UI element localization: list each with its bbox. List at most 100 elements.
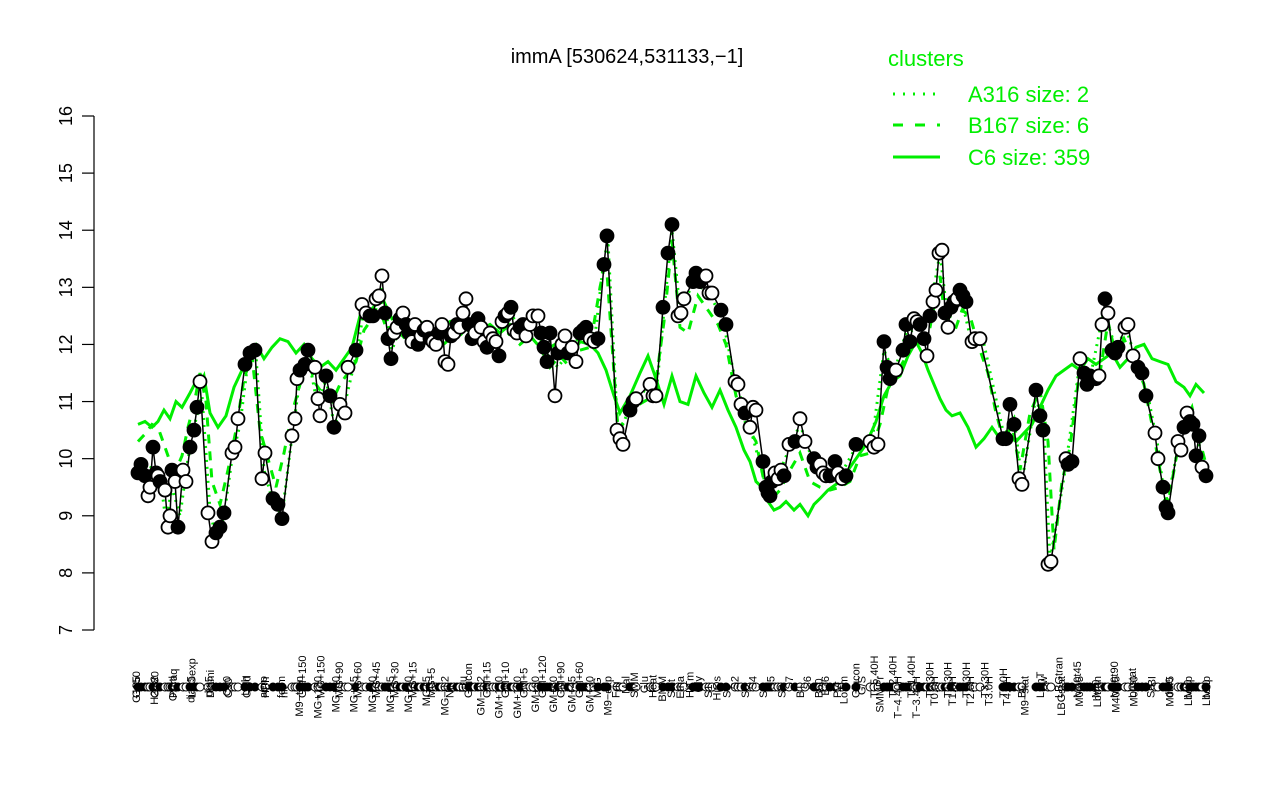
data-point	[1006, 416, 1022, 432]
data-point	[797, 434, 813, 449]
x-tick-label-top: BMM	[657, 676, 669, 702]
x-tick-label-top: S6	[802, 676, 814, 689]
x-tick-label-top: T1.0H	[947, 676, 959, 706]
data-point	[1185, 416, 1201, 432]
data-point	[530, 308, 546, 324]
data-point	[365, 308, 381, 324]
data-point	[1134, 365, 1150, 381]
x-tick-label-bottom: T5.0H	[998, 668, 1010, 698]
data-point	[972, 331, 988, 347]
data-point	[312, 408, 328, 424]
x-tick-label-top: HiOs	[711, 676, 723, 701]
x-tick-label-bottom: MG+90	[334, 662, 346, 698]
data-point	[755, 454, 771, 469]
data-point	[1094, 317, 1110, 332]
x-tick-label-top: LPh	[240, 676, 252, 696]
x-marker	[707, 682, 717, 692]
x-tick-label-bottom: C90	[223, 678, 235, 698]
x-tick-label-bottom: Mt0	[1183, 680, 1195, 698]
x-tick-label-top: Etha	[675, 675, 687, 699]
data-point	[247, 342, 263, 358]
data-point	[200, 505, 216, 521]
data-point	[307, 359, 323, 375]
x-tick-label-bottom: nit	[279, 686, 291, 698]
data-point	[348, 342, 364, 358]
data-point	[958, 294, 974, 310]
x-tick-label-bottom: G150	[131, 671, 143, 698]
x-axis: G135 H2O2 Oxctl dia15 dia5 C30 LPh aero ferm M9−t…	[131, 655, 1213, 718]
x-tick-label-bottom: M/G	[592, 677, 604, 698]
x-tick-label-top: M0t45	[1074, 676, 1086, 707]
x-tick-label-top: GM+30	[584, 676, 596, 712]
data-point	[648, 388, 664, 404]
data-point	[1173, 442, 1189, 458]
x-tick-label-bottom: LPhT	[1035, 671, 1047, 698]
x-tick-label-bottom: T3.30H	[980, 662, 992, 698]
x-tick-label-top: MG−0.2	[439, 676, 451, 715]
x-tick-label-bottom: S8	[777, 685, 789, 698]
x-tick-label-bottom: S3	[740, 685, 752, 698]
x-tick-label-bottom: Fru	[611, 682, 623, 699]
data-point	[902, 334, 918, 350]
x-tick-label-top: LoTm	[838, 676, 850, 704]
x-tick-label-top: MG+45	[349, 676, 361, 712]
x-tick-label-bottom: G180	[149, 671, 161, 698]
x-tick-label-top: Mal	[621, 676, 633, 694]
x-tick-label-top: M0t45	[1165, 676, 1177, 707]
data-point	[922, 308, 938, 324]
x-tick-label-top: dia15	[185, 676, 197, 703]
x-tick-label-top: T−4.40H	[893, 676, 905, 719]
data-point	[1147, 425, 1163, 441]
x-tick-label-top: MG+60	[331, 676, 343, 712]
x-tick-label-top: GM+120	[512, 676, 524, 719]
x-tick-label-top: Lbexp	[1201, 676, 1213, 706]
x-tick-label-bottom: S3	[721, 685, 733, 698]
data-point	[182, 439, 198, 455]
x-tick-label-top: B36	[820, 676, 832, 696]
x-tick-label-bottom: MG+60	[352, 662, 364, 698]
x-tick-label-bottom: S0	[1146, 685, 1158, 698]
data-point	[322, 388, 338, 404]
x-tick-label-bottom: GM+120	[537, 656, 549, 699]
x-tick-label-top: BI	[1147, 676, 1159, 686]
data-point	[377, 305, 393, 321]
x-tick-label-top: M9−stat	[1020, 676, 1032, 715]
y-ticks: 7 8 9 10 11 12 13 14 15 16	[56, 106, 94, 635]
data-point	[178, 474, 194, 489]
x-tick-label-bottom: BT	[795, 684, 807, 698]
x-tick-label-bottom: LBGexp	[186, 658, 198, 698]
x-tick-label-top: G/S	[856, 676, 868, 695]
x-tick-label-bottom: HiTm	[684, 672, 696, 698]
data-point	[848, 436, 864, 452]
data-point	[1100, 305, 1116, 321]
data-point	[1032, 408, 1048, 424]
data-point	[1120, 317, 1136, 332]
x-tick-label-top: Gly	[693, 676, 705, 693]
data-point	[547, 388, 563, 404]
data-point	[676, 291, 692, 307]
x-tick-label-bottom: GM+60	[574, 662, 586, 698]
y-tick-label: 16	[56, 106, 76, 126]
data-point	[870, 436, 886, 452]
data-point	[698, 268, 714, 284]
x-tick-label-bottom: BC	[1017, 683, 1029, 698]
x-marker	[679, 682, 689, 692]
x-tick-label-top: S7	[784, 676, 796, 689]
data-point	[374, 268, 390, 284]
x-tick-label-bottom: S1	[703, 685, 715, 698]
x-tick-label-bottom: T−2.40H	[887, 655, 899, 698]
data-point	[704, 285, 720, 301]
x-tick-label-bottom: Heat	[648, 675, 660, 698]
x-tick-label-top: Sw	[1038, 676, 1050, 691]
y-tick-label: 12	[56, 334, 76, 354]
x-marker	[1017, 682, 1027, 692]
y-tick-label: 15	[56, 163, 76, 183]
x-tick-label-top: M9−tran	[294, 676, 306, 717]
x-tick-label-top: Lbexp	[1183, 676, 1195, 706]
data-point	[1043, 554, 1059, 569]
x-tick-label-bottom: MG+45	[371, 662, 383, 698]
data-point	[542, 325, 558, 341]
x-tick-label-top: M40t45	[1110, 676, 1122, 713]
data-point	[673, 305, 689, 321]
x-tick-label-top: M0t90	[1129, 676, 1141, 707]
